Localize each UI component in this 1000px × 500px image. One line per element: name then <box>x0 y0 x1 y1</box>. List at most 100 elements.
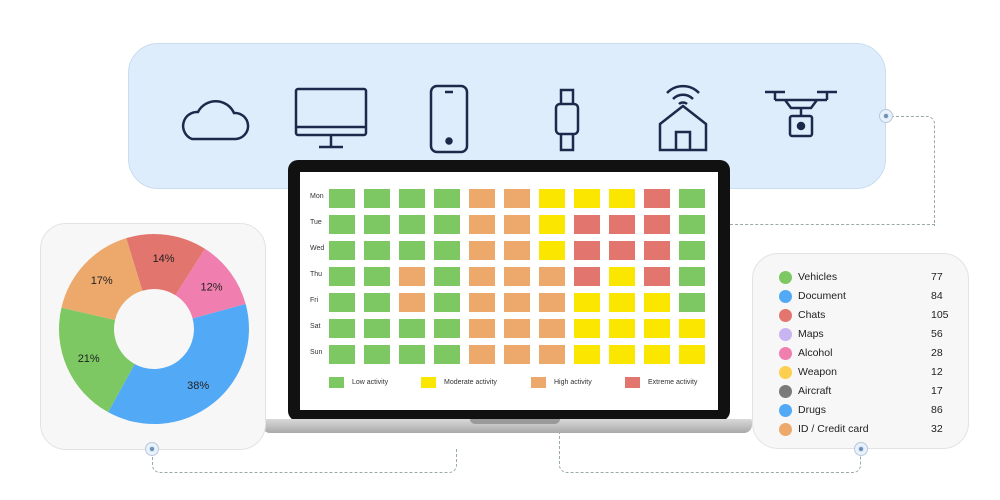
heatmap-cell <box>399 293 425 312</box>
legend-swatch <box>531 377 546 388</box>
heatmap-cell <box>574 293 600 312</box>
heatmap-cell <box>434 319 460 338</box>
heatmap-cell <box>679 215 705 234</box>
heatmap-cell <box>539 345 565 364</box>
heatmap-cell <box>574 215 600 234</box>
heatmap-cell <box>469 293 495 312</box>
heatmap-cell <box>329 319 355 338</box>
heatmap-cell <box>504 319 530 338</box>
heatmap-cell <box>434 293 460 312</box>
heatmap-cell <box>399 241 425 260</box>
heatmap-cell <box>469 215 495 234</box>
heatmap-cell <box>504 345 530 364</box>
heatmap-cell <box>434 215 460 234</box>
legend-item: ID / Credit card 32 <box>779 420 949 438</box>
legend-item: Maps 56 <box>779 325 949 343</box>
legend-dot <box>779 384 792 398</box>
legend-label: Aircraft <box>798 385 832 397</box>
legend-item: Document 84 <box>779 287 949 305</box>
heatmap-cell <box>504 241 530 260</box>
devices-panel <box>128 43 886 189</box>
heatmap-legend-item: Moderate activity <box>421 377 497 388</box>
activity-heatmap: Mon Tue Wed Thu Fri Sat Sun Low activity Moderat… <box>300 172 718 410</box>
smart-home-icon <box>643 84 723 159</box>
heatmap-cell <box>504 189 530 208</box>
legend-label: Moderate activity <box>444 379 497 386</box>
heatmap-cell <box>644 319 670 338</box>
legend-swatch <box>625 377 640 388</box>
heatmap-cell <box>329 215 355 234</box>
legend-dot <box>779 422 792 436</box>
legend-value: 12 <box>931 366 943 378</box>
day-label: Fri <box>310 297 319 304</box>
donut-chart-card: 14% 12% 38% 21% 17% <box>40 223 266 450</box>
category-legend-card: Vehicles 77 Document 84 Chats 105 Maps 56 Alcoho… <box>752 253 969 449</box>
heatmap-cell <box>399 189 425 208</box>
laptop-screen: Mon Tue Wed Thu Fri Sat Sun Low activity Moderat… <box>288 160 730 421</box>
heatmap-cell <box>644 345 670 364</box>
donut-slice <box>175 248 246 319</box>
heatmap-cell <box>609 189 635 208</box>
legend-value: 17 <box>931 385 943 397</box>
legend-dot <box>779 403 792 417</box>
heatmap-cell <box>469 189 495 208</box>
connector-dot <box>880 110 892 122</box>
heatmap-cell <box>644 267 670 286</box>
legend-label: Low activity <box>352 379 389 386</box>
heatmap-cell <box>609 267 635 286</box>
legend-swatch <box>329 377 344 388</box>
heatmap-cell <box>679 345 705 364</box>
heatmap-cell <box>329 241 355 260</box>
heatmap-cell <box>329 267 355 286</box>
legend-value: 56 <box>931 328 943 340</box>
donut-chart: 14% 12% 38% 21% 17% <box>58 234 250 425</box>
heatmap-cell <box>364 267 390 286</box>
legend-label: Maps <box>798 328 824 340</box>
slice-label: 12% <box>201 282 223 294</box>
heatmap-cell <box>329 293 355 312</box>
heatmap-cell <box>469 319 495 338</box>
legend-dot <box>779 327 792 341</box>
heatmap-cell <box>469 241 495 260</box>
donut-slice <box>126 234 205 296</box>
slice-label: 14% <box>153 253 175 265</box>
heatmap-cell <box>539 267 565 286</box>
day-label: Sun <box>310 349 323 356</box>
heatmap-legend-item: Extreme activity <box>625 377 697 388</box>
legend-label: Vehicles <box>798 271 838 283</box>
legend-dot <box>779 308 792 322</box>
legend-label: Document <box>798 290 846 302</box>
laptop-notch <box>470 419 560 424</box>
heatmap-cell <box>644 189 670 208</box>
legend-value: 28 <box>931 347 943 359</box>
heatmap-cell <box>574 189 600 208</box>
heatmap-cell <box>644 215 670 234</box>
heatmap-cell <box>434 241 460 260</box>
heatmap-cell <box>679 241 705 260</box>
heatmap-cell <box>679 319 705 338</box>
heatmap-cell <box>329 345 355 364</box>
legend-label: Weapon <box>798 366 837 378</box>
legend-value: 77 <box>931 271 943 283</box>
smartwatch-icon <box>527 84 607 159</box>
legend-label: Chats <box>798 309 826 321</box>
connector-line <box>152 449 457 473</box>
day-label: Sat <box>310 323 321 330</box>
heatmap-cell <box>679 267 705 286</box>
heatmap-cell <box>574 267 600 286</box>
connector-line <box>886 116 935 226</box>
heatmap-cell <box>679 189 705 208</box>
heatmap-cell <box>644 293 670 312</box>
heatmap-cell <box>364 215 390 234</box>
connector-line <box>730 224 935 227</box>
heatmap-cell <box>399 215 425 234</box>
heatmap-cell <box>609 293 635 312</box>
day-label: Thu <box>310 271 323 278</box>
heatmap-cell <box>364 189 390 208</box>
drone-icon <box>761 84 841 159</box>
day-label: Mon <box>310 193 324 200</box>
slice-label: 21% <box>78 353 100 365</box>
legend-label: Extreme activity <box>648 379 698 386</box>
legend-dot <box>779 346 792 360</box>
heatmap-cell <box>539 241 565 260</box>
